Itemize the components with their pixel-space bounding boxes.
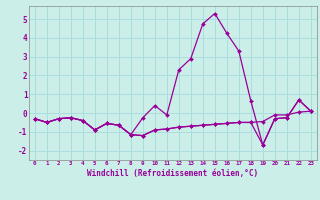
- X-axis label: Windchill (Refroidissement éolien,°C): Windchill (Refroidissement éolien,°C): [87, 169, 258, 178]
